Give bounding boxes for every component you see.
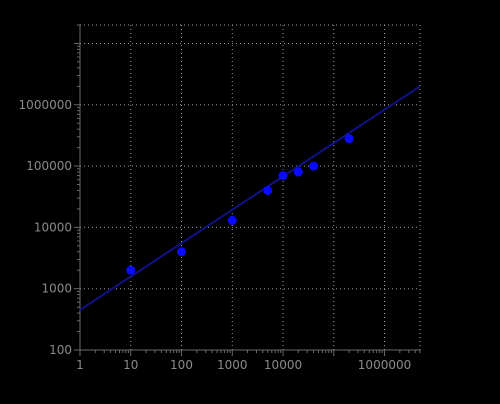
data-points bbox=[126, 134, 354, 275]
y-tick-label: 1000000 bbox=[19, 98, 72, 112]
data-point bbox=[344, 134, 354, 144]
y-tick-label: 10000 bbox=[34, 220, 72, 234]
grid-lines bbox=[80, 24, 421, 350]
x-tick-label: 1000000 bbox=[358, 358, 411, 372]
y-tick-label: 100000 bbox=[26, 159, 72, 173]
data-point bbox=[293, 167, 303, 177]
x-tick-label: 100 bbox=[170, 358, 193, 372]
y-tick-label: 1000 bbox=[41, 282, 72, 296]
data-point bbox=[126, 265, 136, 275]
data-point bbox=[177, 247, 187, 257]
data-point bbox=[309, 161, 319, 171]
x-tick-label: 10000 bbox=[264, 358, 302, 372]
data-point bbox=[278, 171, 288, 181]
x-tick-label: 10 bbox=[123, 358, 138, 372]
data-point bbox=[263, 185, 273, 195]
y-tick-label: 100 bbox=[49, 343, 72, 357]
x-tick-label: 1000 bbox=[217, 358, 248, 372]
data-point bbox=[227, 215, 237, 225]
fit-lines bbox=[79, 85, 421, 311]
x-tick-label: 1 bbox=[76, 358, 84, 372]
axes bbox=[74, 24, 421, 356]
tick-labels: 1 10 100 1000 10000 1000000 100 1000 10000 100000… bbox=[19, 98, 412, 372]
fit-line bbox=[79, 85, 421, 311]
